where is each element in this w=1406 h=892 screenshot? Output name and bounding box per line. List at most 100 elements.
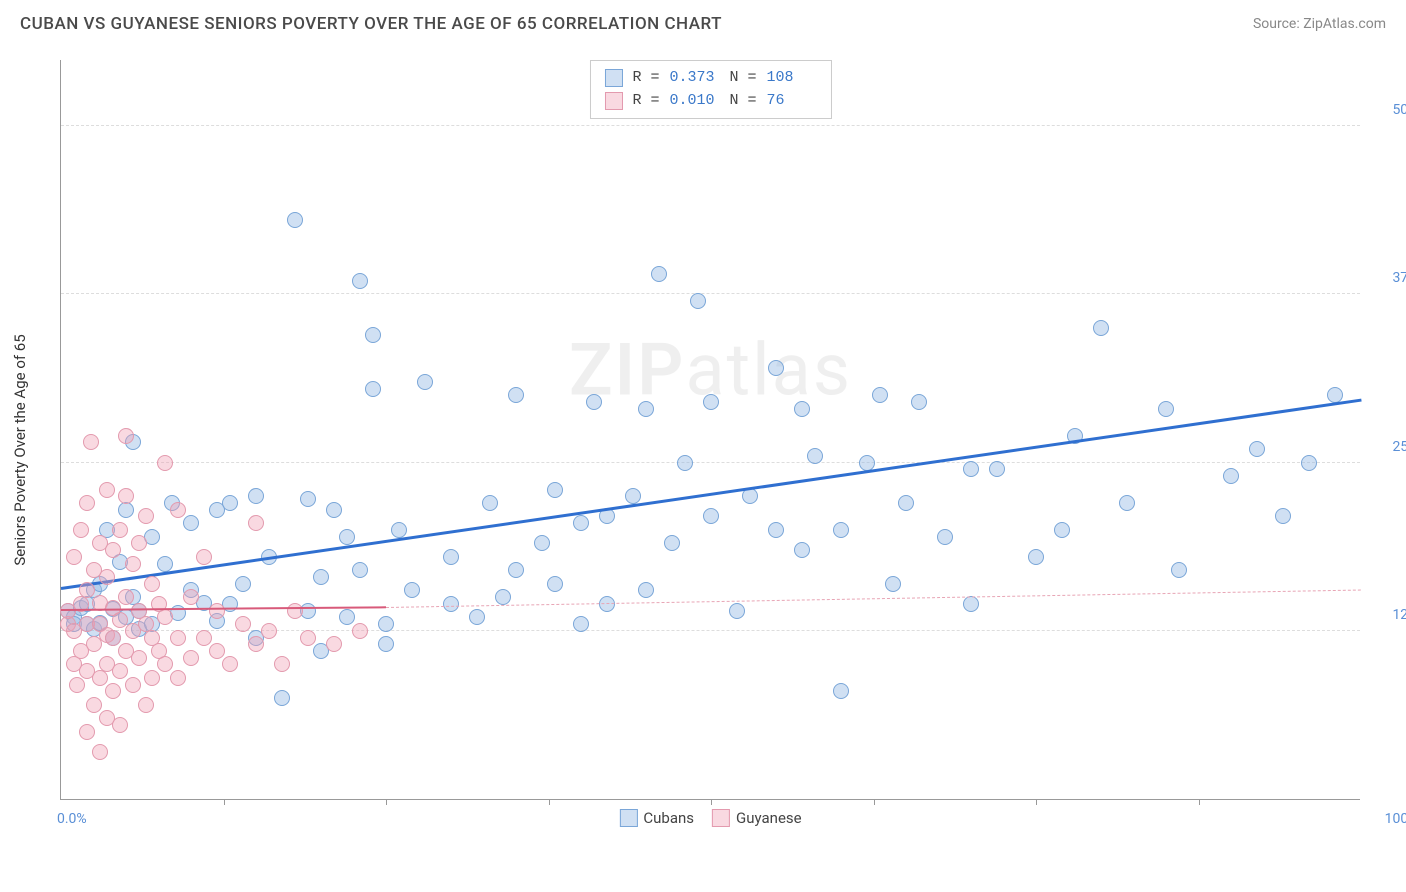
scatter-point <box>794 542 810 558</box>
scatter-point <box>183 515 199 531</box>
scatter-point <box>664 535 680 551</box>
scatter-point <box>638 401 654 417</box>
scatter-point <box>508 387 524 403</box>
scatter-point <box>469 609 485 625</box>
scatter-point <box>911 394 927 410</box>
scatter-point <box>586 394 602 410</box>
scatter-point <box>547 482 563 498</box>
x-tick-mark <box>386 799 387 805</box>
scatter-point <box>989 461 1005 477</box>
scatter-point <box>157 656 173 672</box>
scatter-point <box>1028 549 1044 565</box>
scatter-point <box>235 576 251 592</box>
scatter-point <box>326 636 342 652</box>
scatter-point <box>482 495 498 511</box>
legend-swatch-cubans <box>619 809 637 827</box>
scatter-point <box>79 582 95 598</box>
scatter-point <box>73 522 89 538</box>
scatter-point <box>963 596 979 612</box>
scatter-point <box>495 589 511 605</box>
x-tick-mark <box>1036 799 1037 805</box>
scatter-point <box>157 455 173 471</box>
scatter-point <box>1171 562 1187 578</box>
scatter-point <box>378 616 394 632</box>
scatter-point <box>69 677 85 693</box>
x-tick-mark <box>874 799 875 805</box>
scatter-point <box>300 491 316 507</box>
scatter-point <box>378 636 394 652</box>
scatter-point <box>859 455 875 471</box>
scatter-point <box>690 293 706 309</box>
scatter-point <box>1119 495 1135 511</box>
scatter-point <box>183 650 199 666</box>
scatter-point <box>898 495 914 511</box>
legend-item-cubans: Cubans <box>619 809 694 827</box>
legend-label-guyanese: Guyanese <box>736 809 802 827</box>
x-tick-label: 0.0% <box>57 811 87 827</box>
x-tick-mark <box>549 799 550 805</box>
scatter-point <box>99 482 115 498</box>
scatter-point <box>352 273 368 289</box>
scatter-point <box>170 670 186 686</box>
r-value-guyanese: 0.010 <box>670 90 720 113</box>
scatter-point <box>209 643 225 659</box>
scatter-point <box>105 630 121 646</box>
x-tick-label: 100.0% <box>1370 811 1406 827</box>
scatter-point <box>417 374 433 390</box>
scatter-point <box>1054 522 1070 538</box>
scatter-point <box>443 549 459 565</box>
scatter-point <box>287 603 303 619</box>
scatter-point <box>1301 455 1317 471</box>
x-tick-mark <box>1199 799 1200 805</box>
grid-line <box>61 462 1360 463</box>
scatter-point <box>768 360 784 376</box>
scatter-point <box>768 522 784 538</box>
scatter-point <box>79 495 95 511</box>
scatter-point <box>638 582 654 598</box>
scatter-point <box>794 401 810 417</box>
scatter-point <box>313 569 329 585</box>
scatter-point <box>66 549 82 565</box>
scatter-point <box>183 589 199 605</box>
stats-row-guyanese: R = 0.010 N = 76 <box>604 90 816 113</box>
scatter-point <box>833 522 849 538</box>
scatter-point <box>326 502 342 518</box>
bottom-legend: Cubans Guyanese <box>619 809 801 827</box>
scatter-point <box>287 212 303 228</box>
scatter-point <box>872 387 888 403</box>
scatter-point <box>352 562 368 578</box>
scatter-point <box>248 636 264 652</box>
swatch-cubans <box>604 69 622 87</box>
stats-row-cubans: R = 0.373 N = 108 <box>604 67 816 90</box>
scatter-point <box>196 630 212 646</box>
scatter-point <box>261 623 277 639</box>
x-tick-mark <box>711 799 712 805</box>
y-tick-label: 12.5% <box>1370 607 1406 623</box>
scatter-point <box>125 677 141 693</box>
scatter-point <box>274 690 290 706</box>
chart: Seniors Poverty Over the Age of 65 ZIPat… <box>50 60 1380 840</box>
scatter-point <box>391 522 407 538</box>
swatch-guyanese <box>604 92 622 110</box>
scatter-point <box>1223 468 1239 484</box>
scatter-point <box>99 569 115 585</box>
scatter-point <box>365 381 381 397</box>
scatter-point <box>138 697 154 713</box>
scatter-point <box>807 448 823 464</box>
scatter-point <box>131 650 147 666</box>
trend-line <box>386 589 1361 607</box>
scatter-point <box>118 589 134 605</box>
scatter-point <box>365 327 381 343</box>
scatter-point <box>83 434 99 450</box>
x-tick-mark <box>224 799 225 805</box>
n-value-guyanese: 76 <box>767 90 817 113</box>
scatter-point <box>222 495 238 511</box>
scatter-point <box>144 576 160 592</box>
scatter-point <box>703 394 719 410</box>
scatter-point <box>508 562 524 578</box>
legend-item-guyanese: Guyanese <box>712 809 802 827</box>
r-value-cubans: 0.373 <box>670 67 720 90</box>
scatter-point <box>677 455 693 471</box>
scatter-point <box>300 630 316 646</box>
scatter-point <box>235 616 251 632</box>
